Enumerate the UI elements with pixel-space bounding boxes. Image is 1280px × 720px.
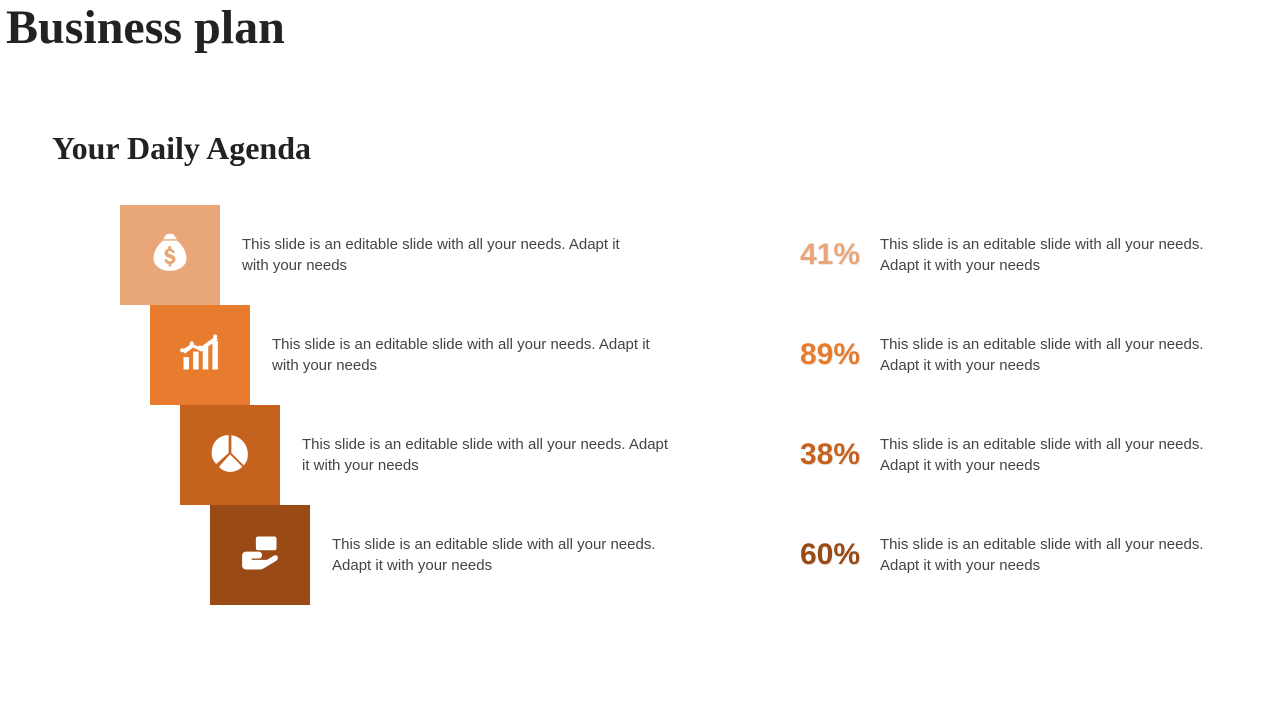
agenda-row: This slide is an editable slide with all…	[0, 305, 1280, 405]
barchart-growth-icon	[178, 331, 222, 380]
agenda-right-text: This slide is an editable slide with all…	[880, 305, 1240, 405]
agenda-left-text: This slide is an editable slide with all…	[332, 534, 670, 576]
agenda-rows: This slide is an editable slide with all…	[0, 205, 1280, 605]
piechart-icon	[208, 431, 252, 480]
agenda-arrow: This slide is an editable slide with all…	[250, 305, 730, 405]
agenda-percent: 60%	[770, 505, 860, 605]
agenda-tile	[180, 405, 280, 505]
subtitle: Your Daily Agenda	[52, 130, 311, 167]
agenda-row: This slide is an editable slide with all…	[0, 205, 1280, 305]
agenda-percent: 89%	[770, 305, 860, 405]
agenda-tile	[150, 305, 250, 405]
agenda-left-text: This slide is an editable slide with all…	[242, 234, 642, 276]
agenda-left-text: This slide is an editable slide with all…	[302, 434, 670, 476]
agenda-arrow: This slide is an editable slide with all…	[280, 405, 730, 505]
agenda-percent: 41%	[770, 205, 860, 305]
hand-card-icon	[238, 531, 282, 580]
agenda-arrow: This slide is an editable slide with all…	[220, 205, 730, 305]
agenda-right-text: This slide is an editable slide with all…	[880, 405, 1240, 505]
agenda-row: This slide is an editable slide with all…	[0, 505, 1280, 605]
agenda-percent: 38%	[770, 405, 860, 505]
agenda-right-text: This slide is an editable slide with all…	[880, 505, 1240, 605]
money-bag-icon	[148, 231, 192, 280]
agenda-tile	[210, 505, 310, 605]
agenda-left-text: This slide is an editable slide with all…	[272, 334, 670, 376]
agenda-arrow: This slide is an editable slide with all…	[310, 505, 730, 605]
page-title: Business plan	[6, 0, 285, 55]
agenda-right-text: This slide is an editable slide with all…	[880, 205, 1240, 305]
agenda-row: This slide is an editable slide with all…	[0, 405, 1280, 505]
agenda-tile	[120, 205, 220, 305]
